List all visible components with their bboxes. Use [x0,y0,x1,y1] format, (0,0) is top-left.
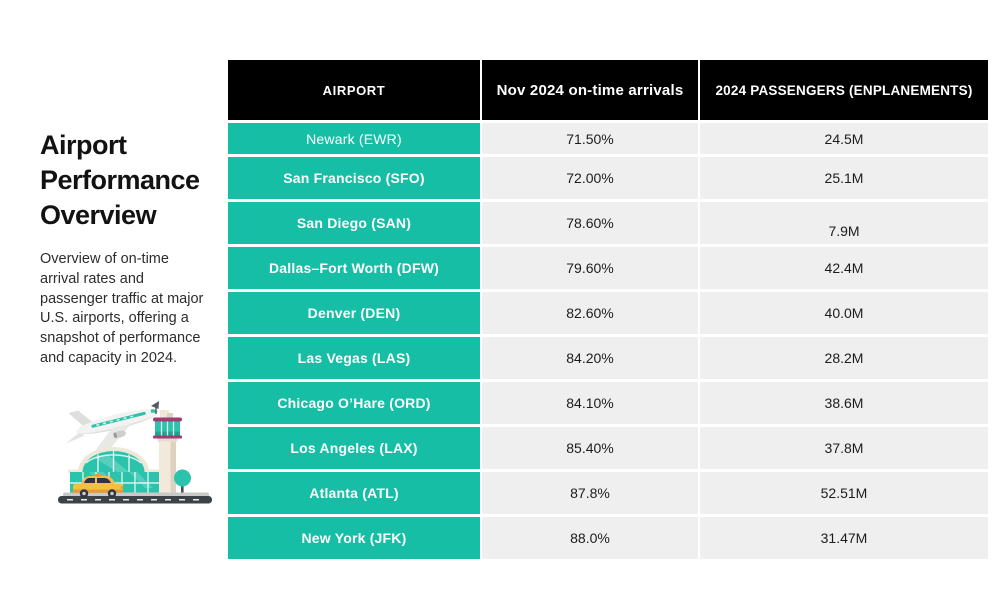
passengers-cell: 38.6M [700,382,988,424]
passengers-cell: 24.5M [700,123,988,154]
passengers-cell: 31.47M [700,517,988,559]
page-description: Overview of on-time arrival rates and pa… [40,250,228,368]
taxi-icon [73,474,124,498]
airport-cell: Chicago O’Hare (ORD) [228,382,480,424]
ontime-cell: 82.60% [482,292,698,334]
column-header-ontime: Nov 2024 on-time arrivals [482,60,698,120]
ontime-cell: 79.60% [482,247,698,289]
passengers-cell: 42.4M [700,247,988,289]
airport-cell: Newark (EWR) [228,123,480,154]
passengers-cell: 40.0M [700,292,988,334]
airport-illustration [58,401,212,504]
description-line: snapshot of performance [40,330,201,347]
passengers-value: 7.9M [828,223,860,239]
ontime-cell: 84.20% [482,337,698,379]
airport-performance-table: AIRPORT Nov 2024 on-time arrivals 2024 P… [228,60,988,559]
airport-cell: Denver (DEN) [228,292,480,334]
description-line: arrival rates and [40,271,144,287]
ontime-cell: 84.10% [482,382,698,424]
ontime-cell: 78.60% [482,202,698,244]
description-line: Overview of on-time [40,251,169,268]
description-line: and capacity in 2024. [40,349,178,366]
road [58,492,212,504]
ontime-cell: 87.8% [482,472,698,514]
description-line: passenger traffic at major [40,290,204,307]
airport-cell: New York (JFK) [228,517,480,559]
passengers-cell: 28.2M [700,337,988,379]
airport-cell: Atlanta (ATL) [228,472,480,514]
column-header-airport: AIRPORT [228,60,480,120]
airport-cell: San Francisco (SFO) [228,157,480,199]
left-panel: Airport Performance Overview Overview of… [40,128,228,383]
ontime-cell: 85.40% [482,427,698,469]
airport-cell: Las Vegas (LAS) [228,337,480,379]
tree-icon [174,469,191,494]
ontime-cell: 88.0% [482,517,698,559]
airplane-icon [65,409,158,455]
airport-cell: Los Angeles (LAX) [228,427,480,469]
passengers-cell: 37.8M [700,427,988,469]
airport-cell: Dallas–Fort Worth (DFW) [228,247,480,289]
description-line: U.S. airports, offering a [40,310,189,327]
passengers-cell: 52.51M [700,472,988,514]
passengers-cell: 7.9M [700,202,988,244]
airport-cell: San Diego (SAN) [228,202,480,244]
ontime-cell: 71.50% [482,123,698,154]
ontime-cell: 72.00% [482,157,698,199]
passengers-cell: 25.1M [700,157,988,199]
page-title: Airport Performance Overview [40,130,200,231]
control-tower-icon [151,401,182,494]
column-header-passengers: 2024 PASSENGERS (ENPLANEMENTS) [700,60,988,120]
